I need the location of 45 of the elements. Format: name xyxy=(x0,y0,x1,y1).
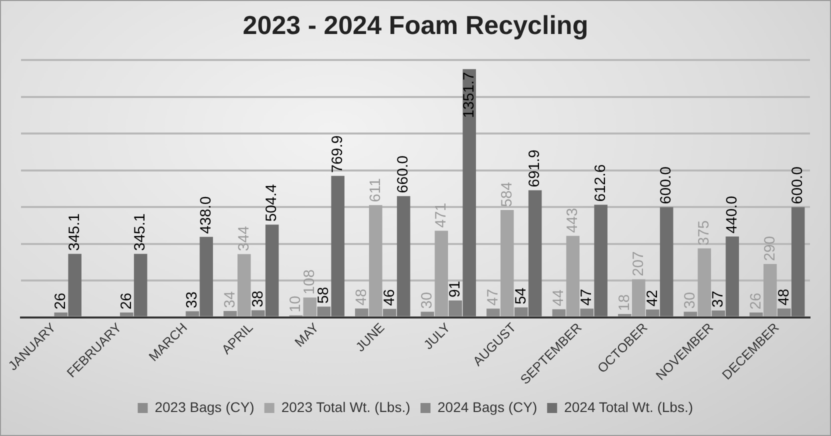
data-label: 33 xyxy=(184,292,200,308)
data-label: 48 xyxy=(352,288,370,306)
data-label: 584 xyxy=(498,182,516,208)
data-label: 290 xyxy=(761,236,778,262)
data-label: 344 xyxy=(235,226,252,252)
legend-label: 2024 Total Wt. (Lbs.) xyxy=(564,398,694,415)
data-label: 37 xyxy=(710,290,726,308)
legend-label: 2023 Total Wt. (Lbs.) xyxy=(281,398,410,415)
data-label: 769.9 xyxy=(328,135,346,173)
data-label: 611 xyxy=(366,178,384,202)
data-label: 42 xyxy=(644,290,661,307)
data-label: 1351.7 xyxy=(460,72,478,118)
data-label: 26 xyxy=(118,292,135,310)
data-label: 48 xyxy=(775,288,792,306)
data-label: 612.6 xyxy=(592,164,609,202)
data-label: 47 xyxy=(484,288,502,306)
data-label: 438.0 xyxy=(197,196,214,234)
data-label: 34 xyxy=(221,291,238,308)
data-label: 38 xyxy=(249,290,266,308)
data-label: 26 xyxy=(52,292,69,310)
data-label: 207 xyxy=(630,251,647,276)
data-label: 504.4 xyxy=(263,184,280,222)
data-label: 54 xyxy=(512,288,530,304)
data-label: 91 xyxy=(446,280,464,298)
data-label: 691.9 xyxy=(526,150,544,188)
data-label: 600.0 xyxy=(658,166,675,204)
data-label: 10 xyxy=(287,296,304,312)
data-label: 600.0 xyxy=(789,166,806,204)
data-label: 47 xyxy=(578,288,595,306)
data-label: 345.1 xyxy=(66,213,83,251)
data-label: 30 xyxy=(418,292,436,309)
data-label: 44 xyxy=(550,290,568,306)
data-label: 443 xyxy=(564,208,582,233)
data-label: 30 xyxy=(682,292,699,309)
data-label: 471 xyxy=(432,202,450,228)
legend-label: 2024 Bags (CY) xyxy=(438,398,538,415)
data-label: 18 xyxy=(616,294,633,311)
legend-label: 2023 Bags (CY) xyxy=(154,398,254,415)
data-label: 660.0 xyxy=(394,156,412,194)
data-label: 26 xyxy=(747,292,764,310)
chart-title: 2023 - 2024 Foam Recycling xyxy=(242,10,588,40)
data-label: 375 xyxy=(696,220,713,246)
data-label: 345.1 xyxy=(132,213,149,251)
data-label: 46 xyxy=(380,289,398,306)
data-label: 440.0 xyxy=(723,196,740,234)
